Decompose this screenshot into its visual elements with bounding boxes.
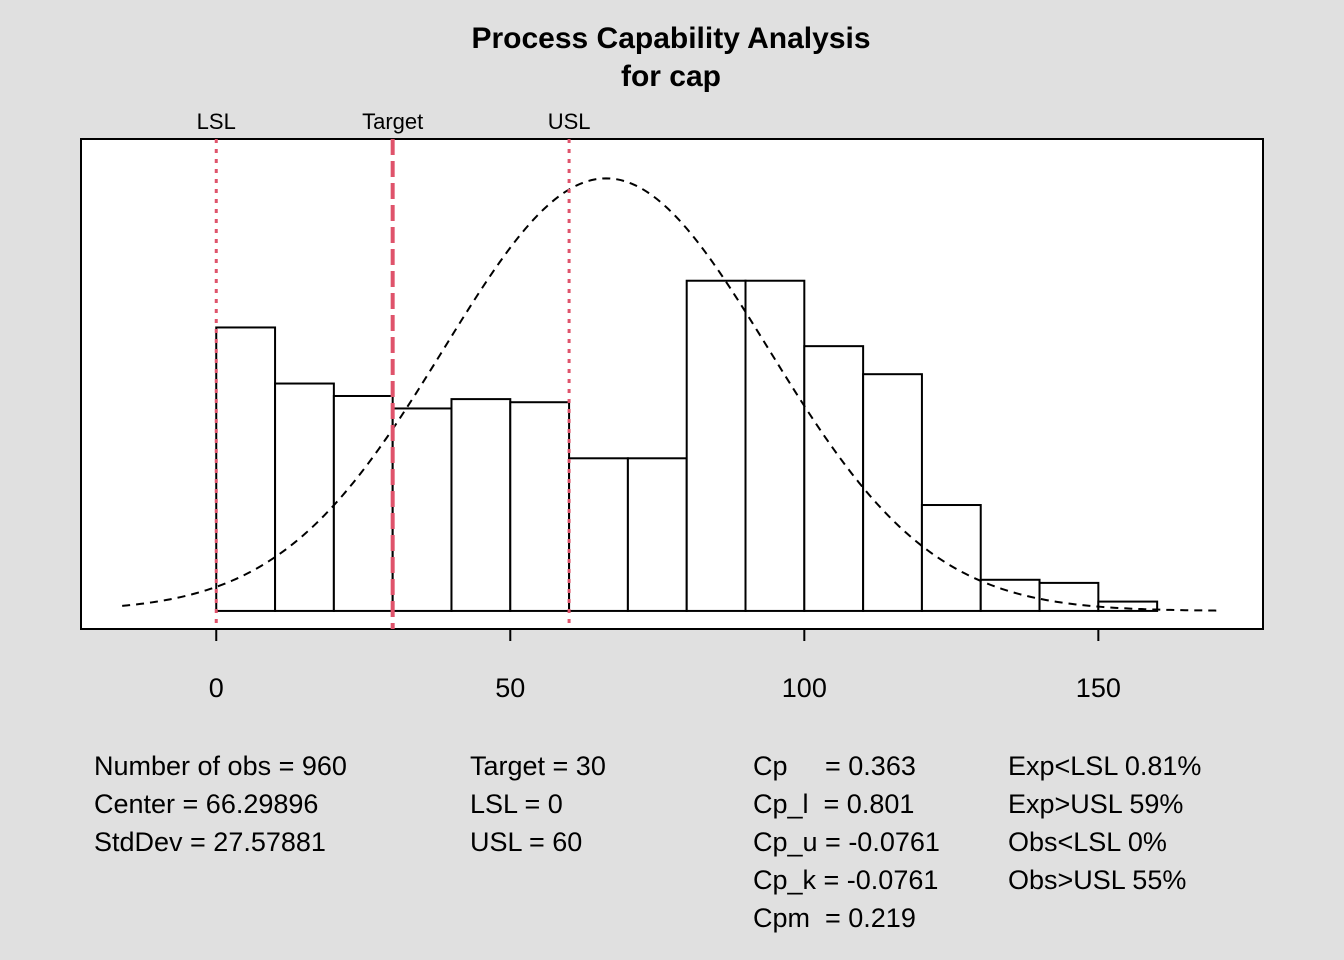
bar bbox=[920, 504, 982, 612]
bar bbox=[450, 398, 512, 612]
normal-curve bbox=[122, 177, 1222, 612]
stat-text: Cp_l = 0.801 bbox=[753, 789, 914, 819]
stat-text: Obs>USL 55% bbox=[1008, 865, 1186, 895]
stat-text: Cpm = 0.219 bbox=[753, 903, 916, 933]
spec-label: USL bbox=[548, 109, 591, 134]
stat-text: Cp_u = -0.0761 bbox=[753, 827, 940, 857]
chart-subtitle: for cap bbox=[621, 60, 721, 93]
bar bbox=[332, 394, 394, 612]
x-tick-label: 0 bbox=[209, 673, 224, 703]
bar bbox=[215, 326, 277, 612]
spec-label: LSL bbox=[197, 109, 236, 134]
stat-text: Exp>USL 59% bbox=[1008, 789, 1183, 819]
bar bbox=[685, 279, 747, 612]
x-tick-label: 100 bbox=[782, 673, 827, 703]
bar bbox=[803, 345, 865, 612]
bar bbox=[568, 457, 629, 612]
bar bbox=[1097, 600, 1159, 612]
stat-text: USL = 60 bbox=[470, 827, 582, 857]
stat-text: Target = 30 bbox=[470, 751, 606, 781]
stat-text: Cp_k = -0.0761 bbox=[753, 865, 938, 895]
bar bbox=[391, 407, 453, 612]
stat-text: Exp<LSL 0.81% bbox=[1008, 751, 1201, 781]
stat-text: Number of obs = 960 bbox=[94, 751, 347, 781]
x-tick-label: 150 bbox=[1076, 673, 1121, 703]
chart-title: Process Capability Analysis bbox=[471, 22, 870, 55]
spec-label: Target bbox=[362, 109, 423, 134]
stat-text: Cp = 0.363 bbox=[753, 751, 916, 781]
bar bbox=[862, 373, 923, 612]
stat-text: StdDev = 27.57881 bbox=[94, 827, 326, 857]
bar bbox=[744, 279, 806, 612]
bar bbox=[626, 457, 688, 612]
bar bbox=[274, 382, 335, 612]
x-tick-label: 50 bbox=[495, 673, 525, 703]
bar bbox=[509, 401, 571, 612]
stat-text: Obs<LSL 0% bbox=[1008, 827, 1167, 857]
stat-text: LSL = 0 bbox=[470, 789, 563, 819]
stat-text: Center = 66.29896 bbox=[94, 789, 318, 819]
